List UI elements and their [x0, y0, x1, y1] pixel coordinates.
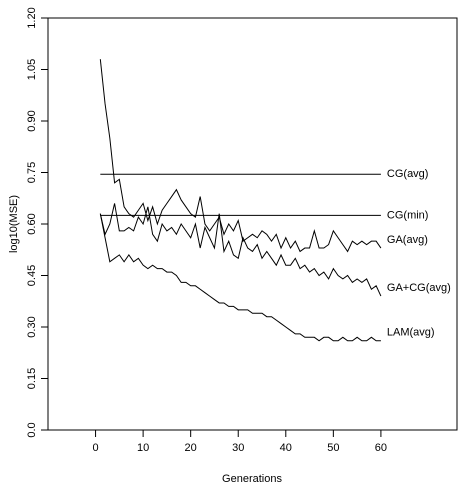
series-label: CG(min) — [387, 209, 429, 221]
x-tick-label: 60 — [375, 442, 387, 454]
y-tick-label: 0.0 — [26, 422, 38, 437]
series-line — [99, 213, 381, 342]
x-axis-title: Generations — [222, 473, 282, 485]
y-tick-label: 0.15 — [26, 368, 38, 389]
x-tick-label: 10 — [137, 442, 149, 454]
y-tick-label: 1.20 — [26, 7, 38, 28]
y-tick-label: 0.75 — [26, 162, 38, 183]
y-tick-label: 1.05 — [26, 59, 38, 80]
y-tick-label: 0.90 — [26, 110, 38, 131]
series-label: GA+CG(avg) — [387, 282, 451, 294]
series-line — [99, 59, 382, 253]
x-tick-label: 30 — [232, 442, 244, 454]
series-label: GA(avg) — [387, 234, 428, 246]
x-tick-label: 40 — [280, 442, 292, 454]
y-tick-label: 0.30 — [26, 316, 38, 337]
x-tick-label: 20 — [185, 442, 197, 454]
series-label: CG(avg) — [387, 168, 429, 180]
y-axis-title: log10(MSE) — [8, 195, 20, 253]
y-tick-label: 0.60 — [26, 213, 38, 234]
series-label: LAM(avg) — [387, 327, 435, 339]
y-tick-label: 0.45 — [26, 265, 38, 286]
series-line — [99, 203, 382, 297]
x-tick-label: 50 — [327, 442, 339, 454]
x-tick-label: 0 — [92, 442, 98, 454]
